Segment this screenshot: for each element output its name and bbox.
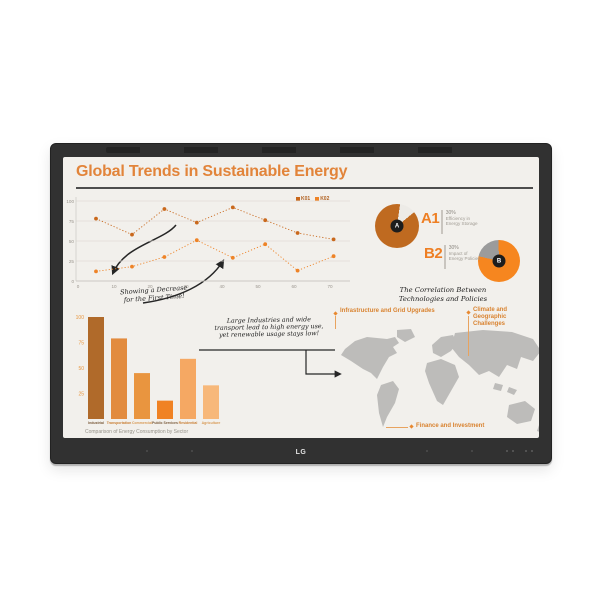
svg-text:40: 40 (219, 284, 225, 289)
page-title: Global Trends in Sustainable Energy (76, 163, 348, 180)
svg-text:75: 75 (78, 341, 84, 347)
b2-label: B2 (424, 245, 443, 262)
legend-item: K01 (296, 196, 310, 202)
svg-text:0: 0 (77, 284, 80, 289)
callout-finance: Finance and Investment (416, 423, 485, 429)
svg-text:100: 100 (76, 315, 85, 321)
a1-description: Efficiency in Energy Storage (445, 216, 478, 227)
svg-text:10: 10 (111, 284, 117, 289)
ir-sensor-dot (506, 450, 508, 452)
line-chart-legend: K01 K02 (296, 196, 329, 202)
map-new-zealand (537, 425, 539, 432)
finance-connector (386, 427, 408, 428)
climate-bullet-icon (466, 310, 471, 315)
line-chart: 0 25 50 75 100 0 10 20 30 40 50 60 70 (66, 197, 350, 304)
climate-connector (468, 316, 469, 356)
power-indicator-dot (531, 450, 533, 452)
bezel-vents (106, 147, 496, 153)
svg-text:50: 50 (78, 366, 84, 372)
legend-label: K02 (320, 196, 330, 202)
title-divider (76, 187, 533, 189)
display-screen: Global Trends in Sustainable Energy K01 K… (63, 157, 539, 438)
infrastructure-connector (335, 316, 336, 329)
b2-value: 30% (448, 245, 459, 251)
svg-text:Transportation: Transportation (107, 421, 132, 425)
pie-b: B (478, 240, 520, 282)
b2-description: Impact of Energy Policies (448, 251, 481, 262)
legend-swatch-icon (315, 197, 320, 201)
svg-text:50: 50 (255, 284, 261, 289)
a1-callout: A1 30% Efficiency in Energy Storage (421, 209, 480, 234)
map-indonesia (507, 387, 517, 395)
a1-value: 30% (445, 210, 456, 216)
map-africa (425, 359, 459, 405)
b2-callout: B2 30% Impact of Energy Policies (424, 244, 483, 269)
svg-text:Industrial: Industrial (88, 421, 104, 425)
world-map (341, 329, 539, 432)
decrease-arrow (111, 224, 177, 276)
map-se-asia (493, 383, 503, 391)
map-asia (451, 330, 539, 377)
svg-text:Commercial: Commercial (132, 421, 152, 425)
note-correlation: The Correlation Between Technologies and… (398, 286, 488, 303)
map-pointer-arrow (305, 350, 342, 378)
power-indicator-dot (525, 450, 527, 452)
bar-chart-caption: Comparison of Energy Consumption by Sect… (85, 429, 189, 435)
svg-text:75: 75 (69, 219, 75, 224)
svg-text:Agriculture: Agriculture (202, 421, 221, 425)
map-europe (432, 335, 457, 357)
bar-commercial (134, 373, 150, 419)
pie-a: A (375, 204, 419, 248)
svg-text:70: 70 (327, 284, 333, 289)
b2-divider (444, 245, 446, 269)
map-australia (507, 401, 535, 424)
bar-public-services (157, 400, 173, 419)
callout-infrastructure: Infrastructure and Grid Upgrades (340, 308, 435, 314)
bar-agriculture (203, 385, 219, 419)
bezel-sensor-dot (146, 450, 148, 452)
legend-label: K01 (301, 196, 311, 202)
bar-transportation (111, 338, 127, 419)
bezel-sensor-dot (471, 450, 473, 452)
svg-text:20: 20 (147, 284, 153, 289)
svg-text:60: 60 (291, 284, 297, 289)
map-greenland (397, 329, 415, 342)
a1-label: A1 (421, 210, 440, 227)
legend-item: K02 (315, 196, 329, 202)
svg-text:30: 30 (183, 284, 189, 289)
pie-b-center: B (492, 254, 506, 268)
svg-text:25: 25 (78, 392, 84, 398)
a1-divider (441, 210, 443, 234)
bezel-sensor-dot (426, 450, 428, 452)
bar-residential (180, 358, 196, 419)
bar-chart: 25 50 75 100 Industrial Transportation Commerc… (76, 315, 221, 425)
legend-swatch-icon (296, 197, 300, 201)
svg-text:Public Services: Public Services (152, 421, 178, 425)
pie-a-center: A (390, 219, 404, 233)
ir-sensor-dot (512, 450, 514, 452)
lg-logo: LG (295, 449, 307, 456)
svg-text:100: 100 (66, 199, 74, 204)
monitor-frame: Global Trends in Sustainable Energy K01 K… (50, 143, 552, 464)
svg-text:Residential: Residential (179, 421, 198, 425)
svg-text:50: 50 (69, 239, 75, 244)
svg-text:0: 0 (71, 279, 74, 284)
map-south-america (377, 381, 399, 427)
hand-drawn-arrows (111, 224, 225, 304)
dip-arrow (142, 259, 225, 304)
bezel-sensor-dot (191, 450, 193, 452)
svg-text:25: 25 (69, 259, 75, 264)
map-north-america (341, 337, 399, 379)
note-industries: Large Industries and wide transport lead… (214, 316, 324, 340)
bar-industrial (88, 317, 104, 419)
callout-climate: Climate and Geographic Challenges (473, 307, 508, 327)
